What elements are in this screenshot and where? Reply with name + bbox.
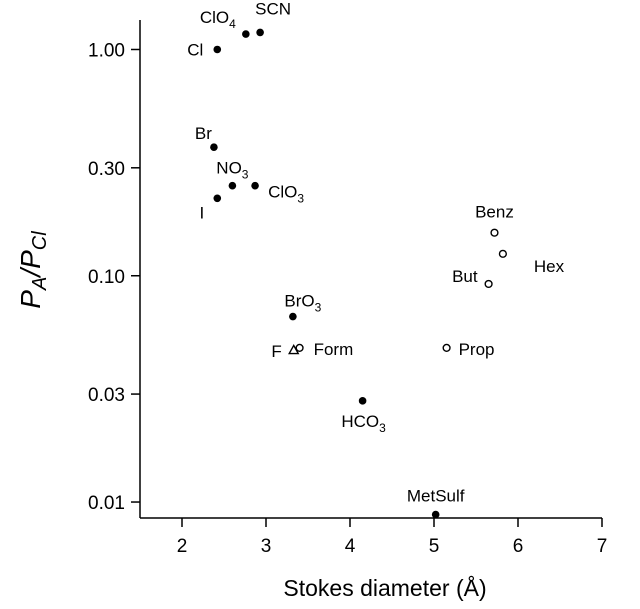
point-label: SCN xyxy=(255,0,291,18)
point-bro3 xyxy=(289,312,297,321)
point-label-text: Prop xyxy=(459,340,495,359)
point-label-text: ClO xyxy=(268,183,297,202)
axes xyxy=(139,20,602,519)
point-but xyxy=(484,279,493,289)
x-tick-label: 2 xyxy=(177,536,188,557)
point-label-subscript: 3 xyxy=(379,421,386,435)
point-label: Benz xyxy=(475,203,514,222)
point-label: But xyxy=(452,267,478,286)
point-label: Form xyxy=(314,340,354,359)
point-label: HCO3 xyxy=(341,412,386,435)
point-label-text: SCN xyxy=(255,0,291,18)
point-label: Br xyxy=(195,124,212,143)
y-tick-label: 1.00 xyxy=(88,40,125,61)
y-tick-label: 0.30 xyxy=(88,159,125,180)
point-br xyxy=(210,143,218,151)
point-label: MetSulf xyxy=(407,487,465,506)
x-ticks: 2 3 4 5 6 7 xyxy=(177,518,608,557)
point-label-text: Hex xyxy=(534,257,565,276)
y-axis-title-base2: P xyxy=(15,250,46,269)
point-label-text: NO xyxy=(216,159,242,178)
point-label: F xyxy=(271,342,281,361)
y-axis-title-sub-b: Cl xyxy=(29,231,51,250)
y-tick-label: 0.10 xyxy=(88,267,125,288)
x-axis-title: Stokes diameter (Å) xyxy=(283,574,486,601)
y-tick-label: 0.03 xyxy=(88,385,125,406)
y-axis-title-sub-a: A xyxy=(29,277,51,291)
point-label: NO3 xyxy=(216,159,249,182)
point-metsulf xyxy=(431,510,440,519)
point-cl xyxy=(213,45,222,54)
point-i xyxy=(213,194,222,203)
point-hex xyxy=(498,249,507,258)
point-label: Cl xyxy=(187,40,203,59)
x-tick-label: 5 xyxy=(429,536,440,557)
point-label-text: F xyxy=(271,342,281,361)
y-ticks: 0.01 0.03 0.10 0.30 1.00 xyxy=(88,40,140,514)
point-label-text: HCO xyxy=(341,412,379,431)
x-tick-label: 6 xyxy=(513,536,524,557)
point-label: ClO3 xyxy=(268,183,304,206)
point-label-text: BrO xyxy=(284,292,314,311)
point-label-text: I xyxy=(200,203,205,222)
y-axis-title-slash: / xyxy=(15,266,46,279)
point-label-subscript: 3 xyxy=(315,301,322,315)
x-tick-label: 3 xyxy=(261,536,272,557)
point-label-text: ClO xyxy=(200,8,229,27)
point-label-text: Benz xyxy=(475,203,514,222)
x-tick-label: 7 xyxy=(597,536,608,557)
point-label-text: Br xyxy=(195,124,212,143)
point-label: Prop xyxy=(459,340,495,359)
point-benz xyxy=(490,228,499,237)
data-points xyxy=(210,28,507,519)
point-scn xyxy=(256,28,264,37)
point-hco3 xyxy=(358,397,367,405)
point-label-text: Cl xyxy=(187,40,203,59)
y-tick-label: 0.01 xyxy=(88,493,125,514)
point-no3 xyxy=(228,181,237,190)
y-axis-title: PA/PCl xyxy=(15,231,51,309)
point-form xyxy=(295,343,304,352)
point-clo3 xyxy=(251,181,259,190)
point-label-text: But xyxy=(452,267,478,286)
point-label-text: Form xyxy=(314,340,354,359)
point-label-text: MetSulf xyxy=(407,487,465,506)
point-label: Hex xyxy=(534,257,565,276)
y-axis-title-base: P xyxy=(15,290,46,309)
point-label-subscript: 4 xyxy=(229,17,236,31)
point-clo4 xyxy=(242,30,250,38)
x-tick-label: 4 xyxy=(345,536,356,557)
point-label: ClO4 xyxy=(200,8,236,31)
point-label: I xyxy=(200,203,205,222)
point-label-subscript: 3 xyxy=(242,168,249,182)
point-label: BrO3 xyxy=(284,292,321,315)
point-prop xyxy=(442,343,451,352)
point-label-subscript: 3 xyxy=(297,192,304,206)
